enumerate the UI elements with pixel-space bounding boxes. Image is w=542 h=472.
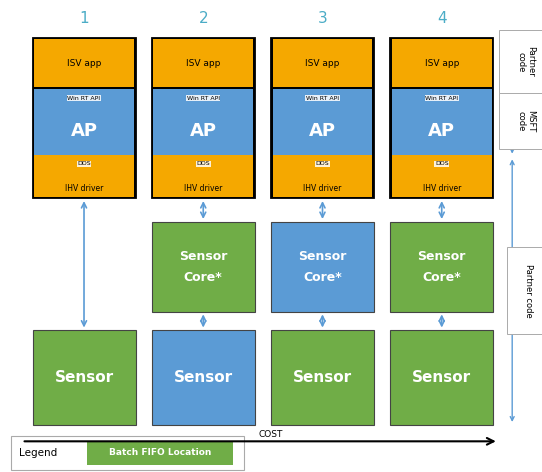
Text: Core*: Core*: [422, 270, 461, 284]
Text: AP: AP: [190, 121, 217, 140]
Text: Win RT API: Win RT API: [67, 96, 101, 101]
Text: 3: 3: [318, 11, 327, 26]
FancyBboxPatch shape: [34, 39, 134, 87]
Text: MSFT
code: MSFT code: [516, 110, 535, 132]
Text: ISV app: ISV app: [186, 59, 221, 68]
Text: 1: 1: [79, 11, 89, 26]
Text: Sensor: Sensor: [179, 250, 228, 263]
Text: COST: COST: [259, 430, 283, 439]
Text: IHV driver: IHV driver: [304, 184, 341, 193]
Text: Core*: Core*: [184, 270, 223, 284]
FancyBboxPatch shape: [271, 222, 374, 312]
FancyBboxPatch shape: [153, 155, 253, 197]
FancyBboxPatch shape: [152, 330, 255, 425]
Text: Sensor: Sensor: [412, 370, 472, 385]
Text: AP: AP: [70, 121, 98, 140]
FancyBboxPatch shape: [87, 441, 233, 464]
Text: Legend: Legend: [19, 447, 57, 458]
Text: DDS: DDS: [196, 161, 210, 166]
FancyBboxPatch shape: [392, 155, 492, 197]
FancyBboxPatch shape: [392, 89, 492, 156]
FancyBboxPatch shape: [271, 330, 374, 425]
FancyBboxPatch shape: [34, 155, 134, 197]
FancyBboxPatch shape: [271, 38, 374, 198]
FancyBboxPatch shape: [273, 89, 372, 156]
Text: ISV app: ISV app: [67, 59, 101, 68]
Text: 2: 2: [198, 11, 208, 26]
Text: Win RT API: Win RT API: [425, 96, 459, 101]
FancyBboxPatch shape: [273, 155, 372, 197]
FancyBboxPatch shape: [34, 89, 134, 156]
Text: DDS: DDS: [315, 161, 330, 166]
Text: ISV app: ISV app: [424, 59, 459, 68]
Text: AP: AP: [428, 121, 455, 140]
Text: Win RT API: Win RT API: [306, 96, 339, 101]
FancyBboxPatch shape: [11, 436, 244, 470]
Text: Sensor: Sensor: [417, 250, 466, 263]
Text: AP: AP: [309, 121, 336, 140]
Text: Core*: Core*: [303, 270, 342, 284]
FancyBboxPatch shape: [152, 38, 255, 198]
FancyBboxPatch shape: [273, 39, 372, 87]
FancyBboxPatch shape: [153, 89, 253, 156]
Text: Batch FIFO Location: Batch FIFO Location: [109, 448, 211, 457]
FancyBboxPatch shape: [33, 38, 136, 198]
Text: DDS: DDS: [435, 161, 449, 166]
Text: IHV driver: IHV driver: [65, 184, 103, 193]
Text: Sensor: Sensor: [173, 370, 233, 385]
Text: Partner code: Partner code: [524, 264, 533, 318]
Text: Sensor: Sensor: [293, 370, 352, 385]
FancyBboxPatch shape: [33, 330, 136, 425]
FancyBboxPatch shape: [390, 222, 493, 312]
Text: Win RT API: Win RT API: [186, 96, 220, 101]
Text: Sensor: Sensor: [298, 250, 347, 263]
Text: 4: 4: [437, 11, 447, 26]
FancyBboxPatch shape: [153, 39, 253, 87]
Text: IHV driver: IHV driver: [423, 184, 461, 193]
FancyBboxPatch shape: [392, 39, 492, 87]
FancyBboxPatch shape: [390, 38, 493, 198]
FancyBboxPatch shape: [152, 222, 255, 312]
FancyBboxPatch shape: [390, 330, 493, 425]
Text: Sensor: Sensor: [54, 370, 114, 385]
Text: DDS: DDS: [77, 161, 91, 166]
Text: IHV driver: IHV driver: [184, 184, 222, 193]
Text: Partner
code: Partner code: [516, 46, 535, 77]
Text: ISV app: ISV app: [305, 59, 340, 68]
